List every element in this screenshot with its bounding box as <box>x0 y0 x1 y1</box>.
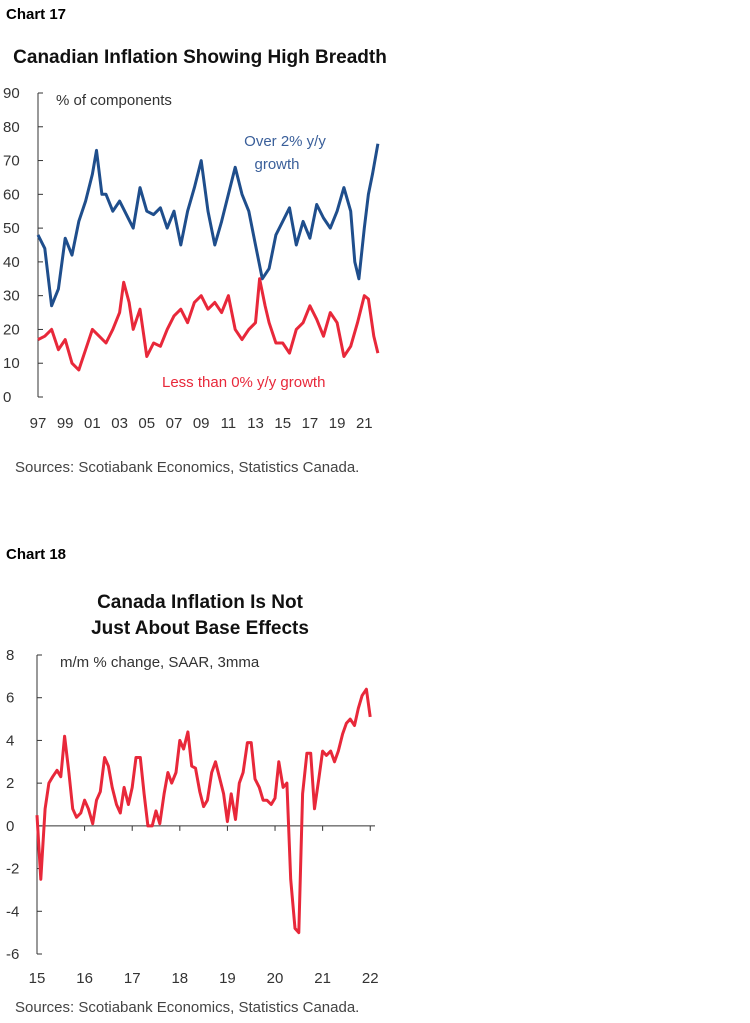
chart-17-y-tick-label: 90 <box>3 85 20 102</box>
chart-17-x-tick-label: 19 <box>329 415 346 432</box>
chart-18-y-tick-label: 6 <box>6 690 14 707</box>
chart-18-x-tick-label: 16 <box>76 970 93 987</box>
chart-18-x-tick-label: 20 <box>267 970 284 987</box>
chart-17-x-tick-label: 17 <box>302 415 319 432</box>
chart-17-x-axis: 97 99 01 03 05 07 09 11 13 15 17 19 21 <box>30 415 373 432</box>
chart-17-y-tick-label: 20 <box>3 321 20 338</box>
chart-18-x-axis: 15 16 17 18 19 20 21 22 <box>29 825 379 987</box>
chart-17-y-tick-label: 80 <box>3 119 20 136</box>
chart-18-unit-label: m/m % change, SAAR, 3mma <box>60 654 260 671</box>
chart-17-x-tick-label: 09 <box>193 415 210 432</box>
chart-17-x-tick-label: 99 <box>57 415 74 432</box>
chart-17-y-tick-label: 0 <box>3 389 11 406</box>
chart-18-y-tick-label: 0 <box>6 818 14 835</box>
chart-18-x-tick-label: 18 <box>171 970 188 987</box>
chart-18-y-tick-label: 8 <box>6 647 14 664</box>
chart-17: Canadian Inflation Showing High Breadth … <box>3 47 387 476</box>
chart-18-title-line-1: Canada Inflation Is Not <box>97 592 304 613</box>
chart-18-title-line-2: Just About Base Effects <box>91 618 309 639</box>
series-below-0-label: Less than 0% y/y growth <box>162 374 325 391</box>
chart-17-series <box>36 143 380 372</box>
chart-18-y-tick-label: -2 <box>6 861 19 878</box>
chart-18-x-tick-label: 21 <box>314 970 331 987</box>
chart-17-x-tick-label: 07 <box>166 415 183 432</box>
chart-18-y-tick-label: 4 <box>6 732 14 749</box>
chart-17-unit-label: % of components <box>56 92 172 109</box>
chart-18-y-axis: 8 6 4 2 0 -2 -4 -6 <box>6 647 42 963</box>
chart-17-y-tick-label: 60 <box>3 186 20 203</box>
chart-18-source: Sources: Scotiabank Economics, Statistic… <box>15 999 359 1016</box>
chart-18-y-tick-label: 2 <box>6 775 14 792</box>
chart-17-y-tick-label: 10 <box>3 355 20 372</box>
over-2-pct-series-line <box>36 143 380 308</box>
chart-17-title: Canadian Inflation Showing High Breadth <box>13 47 387 68</box>
chart-17-y-tick-label: 40 <box>3 254 20 271</box>
chart-17-x-tick-label: 13 <box>247 415 264 432</box>
mm-change-series-line <box>35 687 372 935</box>
chart-18-label: Chart 18 <box>6 546 67 563</box>
chart-17-x-tick-label: 11 <box>221 415 237 432</box>
chart-18-series <box>35 687 372 935</box>
chart-18-x-tick-label: 15 <box>29 970 46 987</box>
chart-17-y-axis: 90 80 70 60 50 40 30 20 10 0 <box>3 85 43 406</box>
chart-17-x-tick-label: 97 <box>30 415 47 432</box>
chart-17-y-tick-label: 30 <box>3 288 20 305</box>
below-0-pct-series-line <box>37 277 380 372</box>
chart-17-label: Chart 17 <box>6 6 67 23</box>
chart-17-x-tick-label: 05 <box>138 415 155 432</box>
chart-17-x-tick-label: 21 <box>356 415 373 432</box>
chart-18-x-tick-label: 17 <box>124 970 141 987</box>
chart-17-x-tick-label: 01 <box>84 415 101 432</box>
chart-18-y-tick-label: -6 <box>6 946 19 963</box>
chart-17-y-tick-label: 70 <box>3 153 20 170</box>
chart-17-source: Sources: Scotiabank Economics, Statistic… <box>15 459 359 476</box>
chart-17-x-tick-label: 15 <box>274 415 291 432</box>
series-over-2-label-cont: growth <box>254 156 299 173</box>
chart-18-y-tick-label: -4 <box>6 903 19 920</box>
chart-17-y-tick-label: 50 <box>3 220 20 237</box>
chart-17-x-tick-label: 03 <box>111 415 128 432</box>
chart-18-x-tick-label: 22 <box>362 970 379 987</box>
chart-18-x-tick-label: 19 <box>219 970 236 987</box>
series-over-2-label: Over 2% y/y <box>244 133 326 150</box>
